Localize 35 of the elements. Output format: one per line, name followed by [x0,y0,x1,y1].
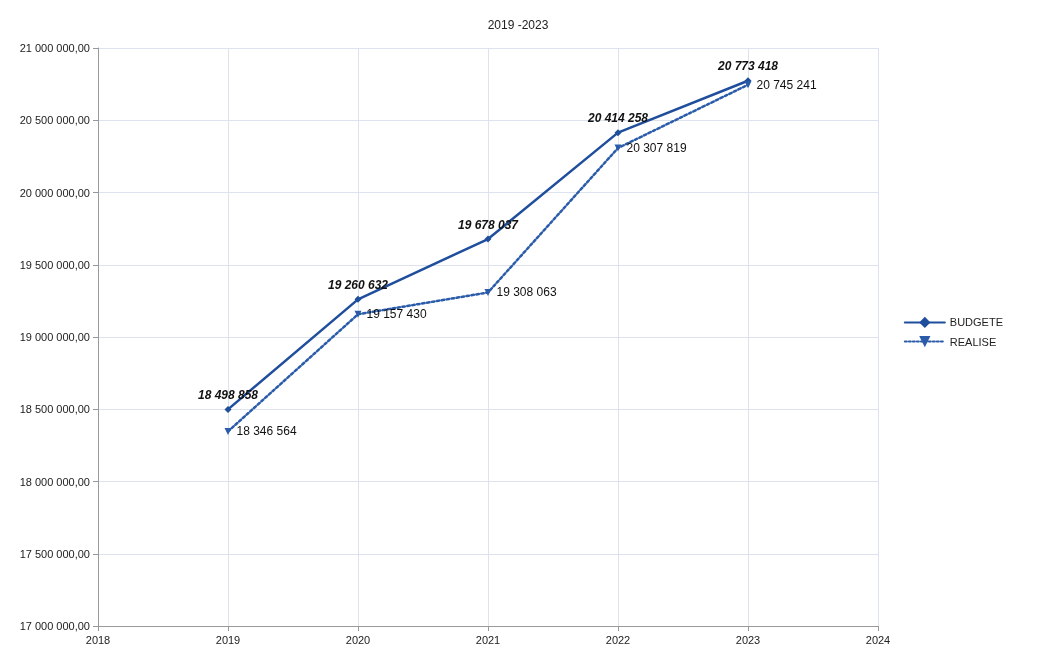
data-label: 20 307 819 [626,141,687,156]
y-tick-label: 17 500 000,00 [19,547,90,560]
point [614,129,622,137]
data-label: 20 773 418 [716,59,779,74]
x-tick-label: 2020 [345,633,371,646]
point [354,295,362,303]
y-tick-label: 19 000 000,00 [19,331,90,343]
data-label: 19 308 063 [496,285,557,300]
legend-label: BUDGETE [949,316,1004,329]
chart-title: 2019 -2023 [487,18,549,32]
x-tick-label: 2018 [85,633,111,646]
legend-label: REALISE [949,335,997,348]
data-label: 20 745 241 [756,77,817,92]
point [354,310,362,318]
x-tick-label: 2022 [605,633,631,646]
data-label: 20 414 258 [586,111,649,126]
point [614,144,622,152]
y-tick-label: 20 500 000,00 [19,114,90,127]
y-tick-label: 17 000 000,00 [19,620,90,632]
y-tick-label: 19 500 000,00 [19,258,90,271]
y-tick-label: 18 500 000,00 [19,403,90,416]
x-tick-label: 2023 [735,633,761,646]
y-tick-label: 18 000 000,00 [19,475,90,488]
point [484,235,492,243]
y-tick-label: 21 000 000,00 [19,42,90,54]
x-tick-label: 2024 [865,633,891,646]
point [224,405,232,413]
y-tick-label: 20 000 000,00 [19,186,90,199]
data-label: 18 346 564 [236,424,297,439]
point [484,288,492,296]
x-tick-label: 2021 [475,633,501,646]
x-tick-label: 2019 [215,633,241,646]
data-label: 19 260 632 [327,277,389,292]
point [224,427,232,435]
point [744,81,752,89]
